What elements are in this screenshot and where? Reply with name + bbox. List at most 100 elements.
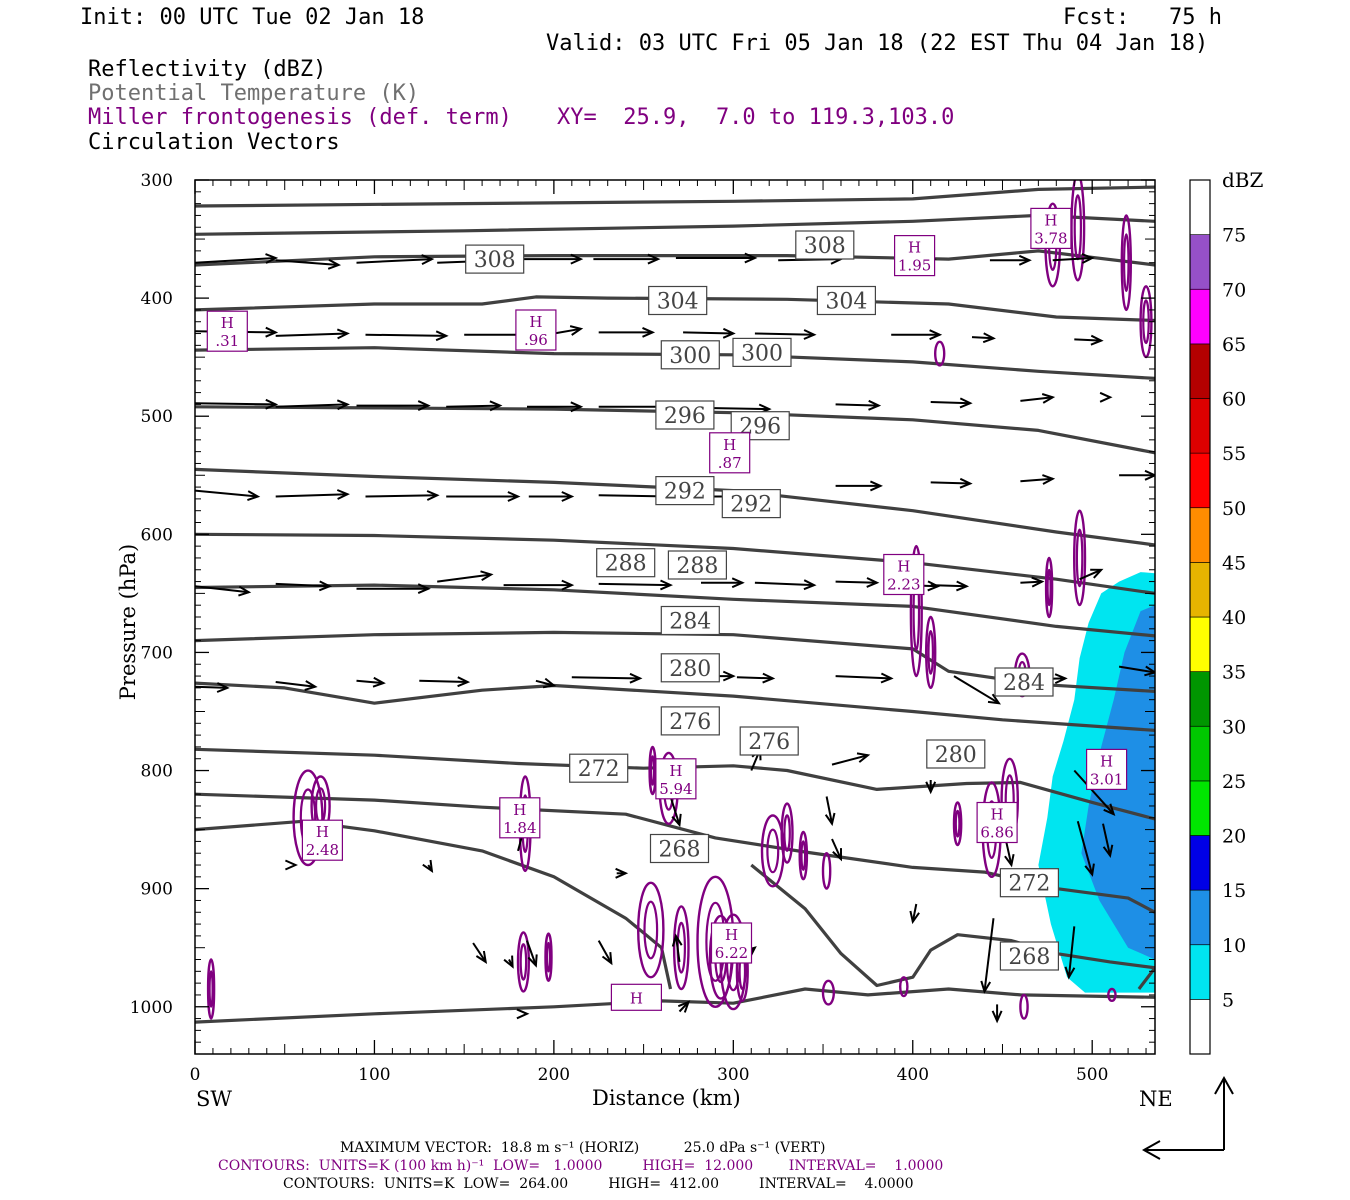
circulation-vector-61 (535, 677, 557, 689)
vector-shaft (835, 403, 879, 407)
fronto-max-letter: H (529, 313, 542, 331)
colorbar-label: 30 (1222, 716, 1246, 738)
vector-shaft (674, 935, 681, 963)
fronto-max-4: H.87 (709, 432, 751, 474)
vector-shaft (526, 940, 537, 966)
vector-shaft (472, 942, 487, 963)
vector-shaft (195, 330, 276, 334)
frontogenesis-contour-28 (981, 781, 1002, 878)
vector-head (1004, 854, 1015, 868)
fronto-max-letter: H (908, 239, 921, 257)
vector-head (929, 329, 943, 341)
x-tick-label: 300 (717, 1065, 749, 1085)
vector-head (216, 682, 230, 693)
vector-shaft (1020, 477, 1053, 483)
vector-head (1099, 391, 1113, 403)
circulation-vector-81 (615, 867, 629, 879)
circulation-vector-79 (284, 859, 298, 871)
circulation-vector-3 (437, 255, 507, 267)
fronto-max-box (610, 983, 663, 1011)
circulation-vector-9 (989, 254, 1032, 266)
theta-label-18: 272 (569, 753, 629, 783)
circulation-vector-94 (633, 998, 647, 1010)
frontogenesis-contour-29 (1000, 757, 1020, 843)
theta-label-box (999, 868, 1060, 898)
fronto-max-value: 5.94 (659, 780, 692, 798)
frontogenesis-contour-inner-13 (663, 765, 675, 811)
vector-key-vertical-head (1214, 1075, 1234, 1095)
circulation-vector-14 (464, 329, 530, 341)
fronto-max-box (515, 309, 557, 351)
colorbar-swatch (1189, 234, 1211, 290)
vector-head (927, 580, 941, 592)
vector-shaft (1073, 769, 1115, 815)
theta-label-0: 308 (465, 244, 525, 274)
forecast-hour: Fcst: 75 h (1063, 5, 1222, 30)
colorbar-label: 25 (1222, 771, 1246, 793)
fronto-max-letter: H (513, 801, 526, 819)
theta-label-21: 268 (999, 941, 1060, 971)
theta-label-text: 276 (669, 710, 711, 735)
fronto-max-5: H2.23 (883, 553, 925, 596)
colorbar-label: 5 (1222, 989, 1234, 1011)
colorbar-label: 20 (1222, 826, 1246, 848)
vector-head (832, 848, 842, 862)
circulation-vector-78 (517, 815, 530, 852)
vector-head (238, 585, 252, 597)
theta-contour-13 (195, 819, 673, 990)
fronto-max-box (206, 310, 248, 352)
x-axis-title: Distance (km) (592, 1086, 741, 1110)
vector-shaft (1052, 257, 1093, 262)
vector-head (660, 401, 673, 413)
colorbar-swatch (1189, 452, 1211, 509)
vector-shaft (275, 582, 330, 588)
theta-contour-2 (195, 249, 1155, 267)
theta-label-text: 268 (1008, 945, 1050, 970)
vector-head (304, 680, 318, 691)
circulation-vector-46 (356, 583, 431, 595)
fronto-max-7: H1.84 (499, 797, 541, 839)
circulation-vector-71 (669, 796, 682, 828)
vector-head (570, 401, 584, 413)
theta-label-13: 284 (994, 667, 1054, 697)
circulation-vector-69 (831, 752, 871, 766)
theta-label-text: 272 (1008, 872, 1050, 897)
vector-shaft (1074, 338, 1102, 342)
fronto-max-letter: H (1100, 752, 1113, 770)
circulation-vector-12 (275, 328, 350, 340)
fronto-max-letter: H (991, 806, 1004, 824)
theta-label-text: 276 (748, 730, 790, 755)
circulation-vector-88 (597, 940, 613, 966)
frontogenesis-contour-34 (899, 976, 909, 998)
theta-contour-14 (750, 863, 1155, 990)
vector-shaft (195, 489, 258, 498)
vector-head (744, 252, 758, 264)
vector-head (1084, 863, 1095, 877)
theta-label-text: 296 (739, 415, 781, 440)
frontogenesis-contour-inner-20 (676, 921, 687, 974)
circulation-vector-60 (419, 676, 471, 688)
vector-shaft (508, 959, 514, 968)
vector-shaft (275, 681, 316, 688)
circulation-vector-24 (356, 400, 431, 412)
plot-border (194, 179, 1156, 1055)
vector-shaft (598, 582, 671, 587)
frontogenesis-contour-24 (735, 940, 749, 1002)
colorbar-label: 50 (1222, 498, 1246, 520)
circulation-vector-52 (835, 577, 880, 588)
vector-head (318, 580, 333, 592)
vector-head (265, 398, 279, 410)
frontogenesis-contour-inner-0 (1047, 219, 1058, 271)
circulation-vector-53 (905, 580, 941, 592)
frontogenesis-contour-20 (672, 905, 690, 991)
theta-contour-5 (195, 405, 1155, 455)
vector-head (824, 812, 836, 827)
vector-head (426, 490, 440, 501)
vector-shaft (930, 584, 967, 588)
circulation-vector-67 (1013, 673, 1068, 685)
circulation-vector-85 (723, 929, 735, 953)
vector-head (762, 672, 776, 684)
circulation-vector-56 (1079, 568, 1104, 581)
theta-label-text: 288 (605, 552, 647, 577)
